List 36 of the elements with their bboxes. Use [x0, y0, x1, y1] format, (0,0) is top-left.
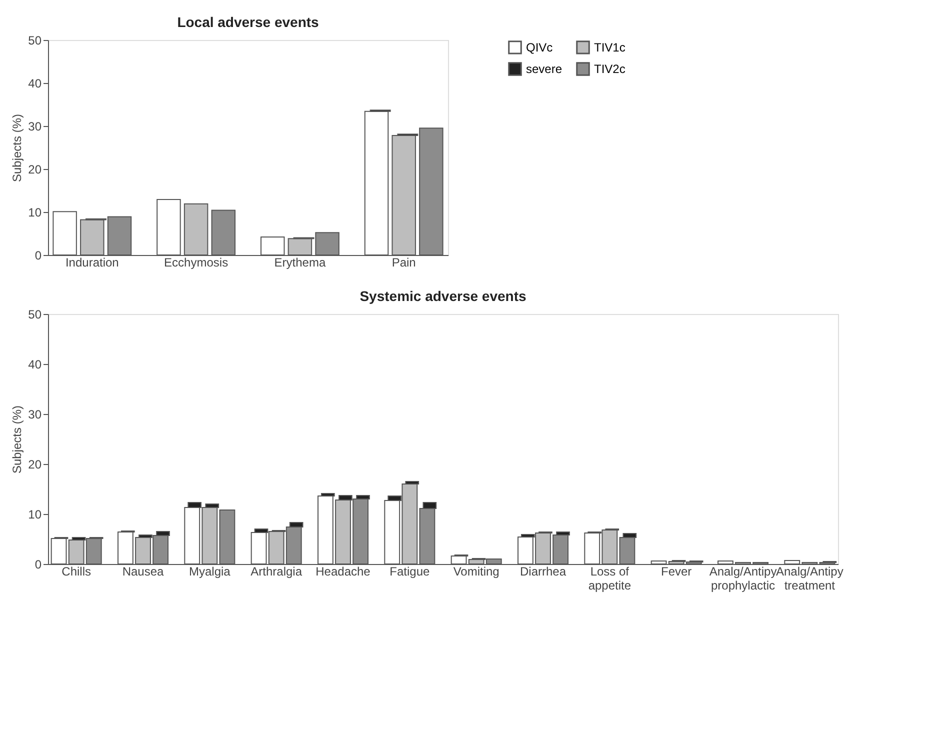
x-tick-label: Pain — [392, 256, 416, 270]
legend-label: TIV1c — [594, 40, 626, 54]
x-tick-label: Vomiting — [453, 564, 500, 578]
y-tick-label: 0 — [34, 558, 42, 572]
legend-label: severe — [526, 62, 562, 76]
legend-label: QIVc — [526, 40, 553, 54]
y-tick-label: 30 — [28, 120, 42, 134]
chart-title: Systemic adverse events — [360, 288, 526, 304]
x-tick-label: Myalgia — [188, 564, 231, 578]
x-tick-label: Chills — [62, 564, 92, 578]
y-tick-label: 40 — [28, 76, 42, 90]
x-tick-label: Ecchymosis — [164, 256, 228, 270]
y-tick-label: 20 — [28, 458, 42, 472]
x-tick-label: Diarrhea — [520, 564, 566, 578]
y-tick-label: 0 — [34, 248, 42, 262]
y-tick-label: 50 — [28, 34, 42, 48]
y-tick-label: 30 — [28, 408, 42, 422]
y-tick-label: 10 — [28, 206, 42, 220]
x-tick-label: Arthralgia — [250, 564, 302, 578]
y-tick-label: 40 — [28, 358, 42, 372]
y-tick-label: 10 — [28, 508, 42, 522]
legend-label: TIV2c — [594, 62, 626, 76]
x-tick-label: Erythema — [274, 256, 326, 270]
x-tick-label: Nausea — [122, 564, 164, 578]
chart-title: Local adverse events — [177, 14, 320, 30]
y-tick-label: 50 — [28, 308, 42, 322]
x-tick-label: Analg/Antipy prophylactic — [709, 564, 777, 592]
x-tick-label: Fever — [660, 564, 692, 578]
x-tick-label: Loss of appetite — [588, 564, 632, 592]
y-tick-label: 20 — [28, 162, 42, 176]
x-tick-label: Headache — [316, 564, 371, 578]
x-tick-label: Fatigue — [390, 564, 430, 578]
y-axis-title: Subjects (%) — [10, 114, 24, 182]
x-tick-label: Induration — [65, 256, 119, 270]
x-tick-label: Analg/Antipy treatment — [776, 564, 844, 592]
y-axis-title: Subjects (%) — [10, 405, 24, 474]
